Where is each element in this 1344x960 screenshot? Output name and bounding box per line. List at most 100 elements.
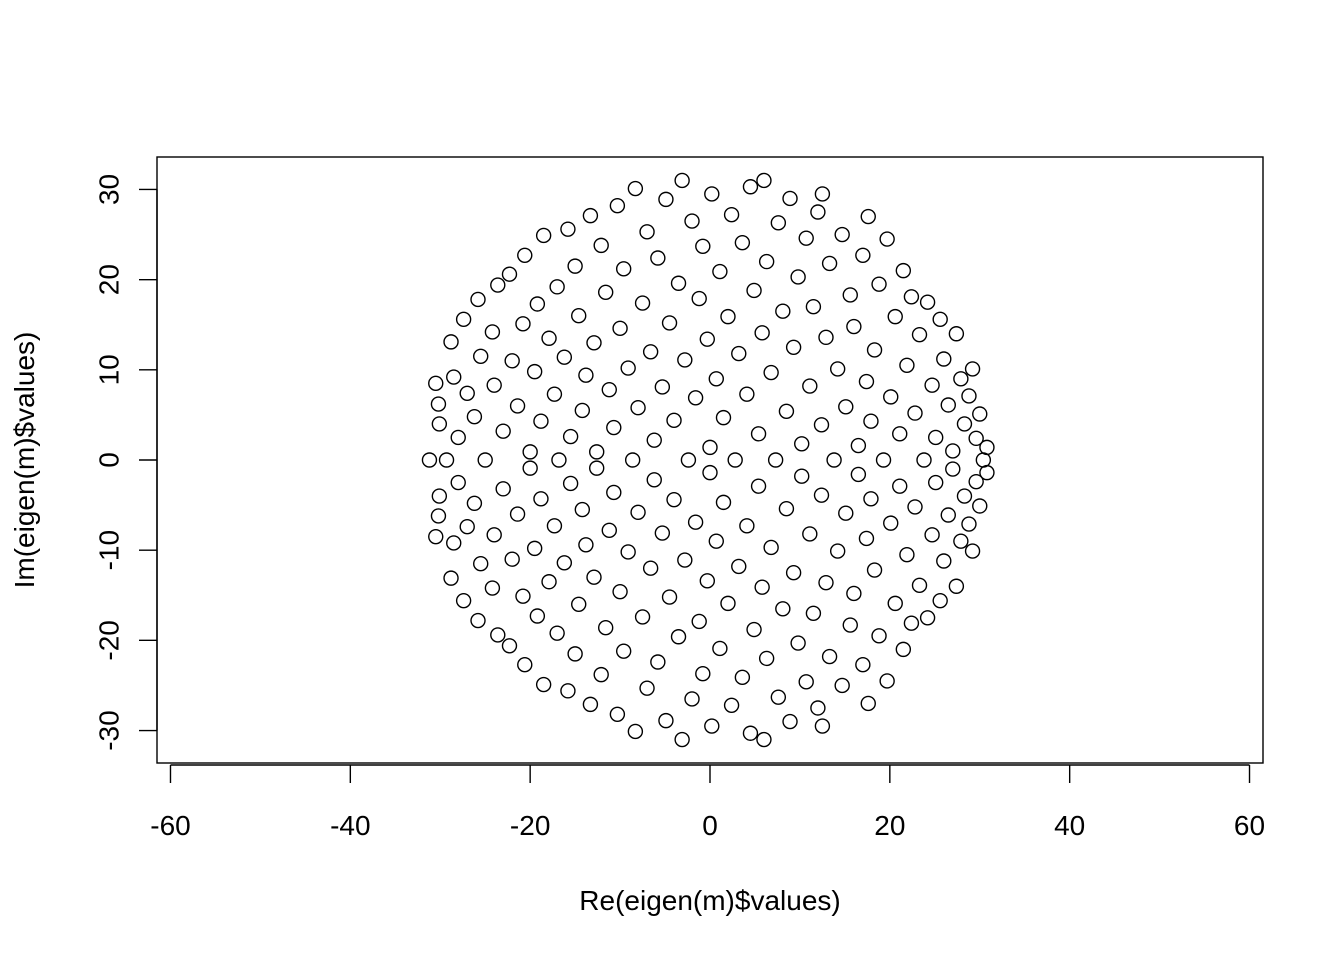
data-point [871,276,887,292]
data-point [887,308,903,325]
y-axis: -30 -20 -10 0 10 20 30 [94,174,158,751]
data-point [484,324,501,340]
data-point [477,452,493,468]
data-point [821,648,838,665]
data-point [495,481,511,497]
data-point [838,505,854,521]
data-point [775,601,791,617]
data-point [546,386,563,402]
data-point [691,290,707,307]
data-point [734,234,751,251]
x-tick-label: 40 [1054,810,1085,841]
x-axis: -60 -40 -20 0 20 40 60 [150,764,1265,841]
data-point [842,287,858,303]
data-point [593,237,609,254]
data-point [778,403,795,419]
data-point [666,412,682,429]
data-point [571,308,587,324]
data-point [782,190,798,207]
data-point [646,432,662,448]
data-point [968,473,984,490]
data-point [715,409,732,426]
data-point [593,666,609,683]
y-tick-label: 20 [94,264,125,295]
data-point [428,528,444,545]
data-point [754,325,770,341]
data-point [459,519,475,535]
data-point [612,320,628,337]
data-point [979,439,995,456]
data-point [627,723,644,740]
data-point [522,460,538,476]
data-point [945,461,961,477]
data-point [501,638,518,654]
data-point [428,375,444,392]
data-point [560,221,576,237]
x-tick-label: -40 [330,810,370,841]
data-point [785,565,802,581]
data-point [919,610,936,626]
data-point [466,409,483,425]
data-point [715,494,732,511]
data-point [677,352,693,368]
data-point [634,295,651,311]
data-point [826,452,842,468]
data-point [609,197,626,214]
data-point [612,583,628,600]
data-point [642,560,659,576]
y-tick-label: -20 [94,620,125,660]
data-point [723,207,740,223]
data-point [654,525,671,541]
data-point [883,389,899,405]
data-point [586,569,602,585]
data-point [450,429,466,446]
data-point [421,452,438,468]
data-point [430,508,447,524]
data-point [677,552,693,568]
data-point [858,373,875,390]
data-point [473,556,489,572]
data-point [486,377,502,393]
data-point [794,468,810,484]
data-point [658,712,674,729]
data-point [846,585,862,602]
data-point [818,329,834,346]
data-point [866,342,883,358]
data-point [687,390,704,406]
data-point [515,316,531,332]
data-point [646,472,662,488]
data-point [940,507,956,523]
data-point [606,419,622,436]
data-point [798,230,814,246]
data-point [907,405,923,421]
data-point [704,718,720,734]
data-point [802,378,818,394]
data-point [767,452,784,468]
data-point [961,388,977,404]
data-point [775,303,791,319]
data-point [892,478,908,494]
data-point [473,348,489,364]
data-point [546,518,563,534]
data-point [899,357,915,374]
data-point [924,527,940,543]
data-point [708,371,724,387]
x-axis-label: Re(eigen(m)$values) [579,885,840,916]
data-point [763,364,779,381]
data-point [731,558,747,575]
data-point [515,588,531,604]
data-point [720,308,736,325]
data-point [455,311,472,328]
data-point [470,291,486,308]
data-point [928,429,944,446]
data-point [450,474,466,491]
x-tick-label: -20 [510,810,550,841]
data-point [654,379,671,395]
data-point [964,361,981,377]
data-point [742,179,759,195]
data-point [509,506,526,522]
data-point [782,713,798,730]
data-point [919,294,936,310]
data-point [829,543,846,559]
